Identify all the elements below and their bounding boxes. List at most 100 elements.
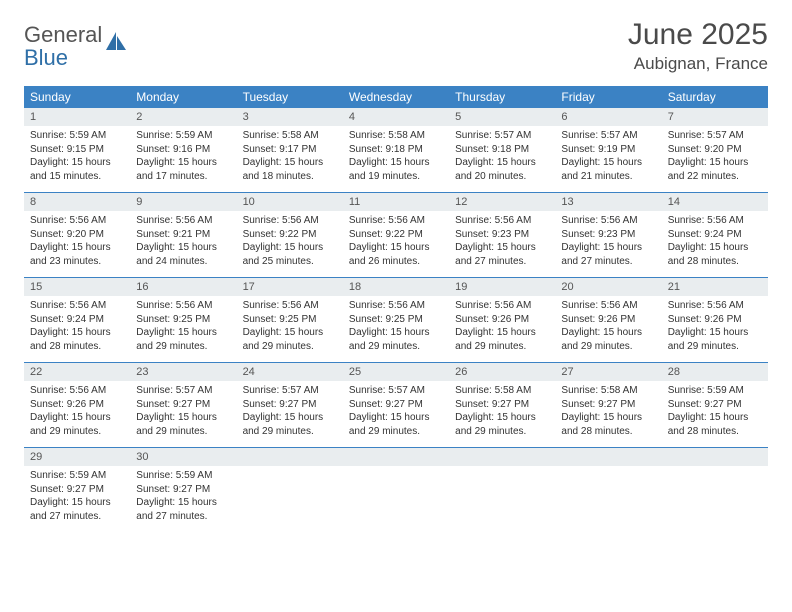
day-content: Sunrise: 5:59 AMSunset: 9:15 PMDaylight:…	[24, 126, 130, 189]
weekday-header-row: Sunday Monday Tuesday Wednesday Thursday…	[24, 86, 768, 108]
sunrise-text: Sunrise: 5:56 AM	[243, 214, 337, 228]
sunrise-text: Sunrise: 5:56 AM	[349, 299, 443, 313]
sunset-text: Sunset: 9:25 PM	[136, 313, 230, 327]
day-number: 21	[662, 278, 768, 296]
day-content: Sunrise: 5:58 AMSunset: 9:27 PMDaylight:…	[555, 381, 661, 444]
day-content: Sunrise: 5:56 AMSunset: 9:25 PMDaylight:…	[237, 296, 343, 359]
sunset-text: Sunset: 9:23 PM	[455, 228, 549, 242]
day-number: 30	[130, 448, 236, 466]
daylight-text: and 27 minutes.	[561, 255, 655, 269]
daylight-text: and 29 minutes.	[349, 425, 443, 439]
sunset-text: Sunset: 9:22 PM	[243, 228, 337, 242]
daylight-text: and 15 minutes.	[30, 170, 124, 184]
calendar-week: 22Sunrise: 5:56 AMSunset: 9:26 PMDayligh…	[24, 363, 768, 448]
daylight-text: and 21 minutes.	[561, 170, 655, 184]
day-cell: 19Sunrise: 5:56 AMSunset: 9:26 PMDayligh…	[449, 278, 555, 362]
daylight-text: Daylight: 15 hours	[349, 326, 443, 340]
daylight-text: Daylight: 15 hours	[349, 156, 443, 170]
weekday-header: Saturday	[662, 86, 768, 108]
day-cell	[662, 448, 768, 532]
sunset-text: Sunset: 9:17 PM	[243, 143, 337, 157]
daylight-text: Daylight: 15 hours	[668, 411, 762, 425]
daylight-text: Daylight: 15 hours	[30, 496, 124, 510]
sunrise-text: Sunrise: 5:57 AM	[136, 384, 230, 398]
day-cell: 4Sunrise: 5:58 AMSunset: 9:18 PMDaylight…	[343, 108, 449, 192]
day-cell	[237, 448, 343, 532]
sunrise-text: Sunrise: 5:58 AM	[561, 384, 655, 398]
day-cell: 30Sunrise: 5:59 AMSunset: 9:27 PMDayligh…	[130, 448, 236, 532]
sunset-text: Sunset: 9:27 PM	[668, 398, 762, 412]
day-content: Sunrise: 5:57 AMSunset: 9:19 PMDaylight:…	[555, 126, 661, 189]
sunset-text: Sunset: 9:26 PM	[668, 313, 762, 327]
sunset-text: Sunset: 9:16 PM	[136, 143, 230, 157]
daylight-text: Daylight: 15 hours	[136, 156, 230, 170]
sunset-text: Sunset: 9:27 PM	[455, 398, 549, 412]
day-cell: 9Sunrise: 5:56 AMSunset: 9:21 PMDaylight…	[130, 193, 236, 277]
daylight-text: Daylight: 15 hours	[561, 411, 655, 425]
day-content: Sunrise: 5:57 AMSunset: 9:27 PMDaylight:…	[343, 381, 449, 444]
day-cell	[343, 448, 449, 532]
calendar-week: 15Sunrise: 5:56 AMSunset: 9:24 PMDayligh…	[24, 278, 768, 363]
daylight-text: Daylight: 15 hours	[455, 326, 549, 340]
day-number: 8	[24, 193, 130, 211]
day-number: 14	[662, 193, 768, 211]
day-content	[343, 466, 449, 526]
day-number: 1	[24, 108, 130, 126]
sunset-text: Sunset: 9:18 PM	[455, 143, 549, 157]
day-cell: 11Sunrise: 5:56 AMSunset: 9:22 PMDayligh…	[343, 193, 449, 277]
day-number: 3	[237, 108, 343, 126]
day-cell: 14Sunrise: 5:56 AMSunset: 9:24 PMDayligh…	[662, 193, 768, 277]
day-content: Sunrise: 5:56 AMSunset: 9:25 PMDaylight:…	[343, 296, 449, 359]
day-number: 27	[555, 363, 661, 381]
daylight-text: and 29 minutes.	[243, 340, 337, 354]
location: Aubignan, France	[628, 54, 768, 74]
day-cell: 27Sunrise: 5:58 AMSunset: 9:27 PMDayligh…	[555, 363, 661, 447]
sunset-text: Sunset: 9:27 PM	[136, 398, 230, 412]
sunrise-text: Sunrise: 5:56 AM	[30, 384, 124, 398]
day-cell: 24Sunrise: 5:57 AMSunset: 9:27 PMDayligh…	[237, 363, 343, 447]
daylight-text: and 26 minutes.	[349, 255, 443, 269]
daylight-text: and 22 minutes.	[668, 170, 762, 184]
day-number: 24	[237, 363, 343, 381]
daylight-text: Daylight: 15 hours	[668, 326, 762, 340]
sunrise-text: Sunrise: 5:56 AM	[136, 214, 230, 228]
sunrise-text: Sunrise: 5:59 AM	[30, 469, 124, 483]
daylight-text: and 23 minutes.	[30, 255, 124, 269]
logo-word-1: General	[24, 22, 102, 47]
day-content: Sunrise: 5:56 AMSunset: 9:26 PMDaylight:…	[662, 296, 768, 359]
daylight-text: Daylight: 15 hours	[668, 241, 762, 255]
daylight-text: Daylight: 15 hours	[136, 241, 230, 255]
daylight-text: and 29 minutes.	[561, 340, 655, 354]
day-content: Sunrise: 5:57 AMSunset: 9:20 PMDaylight:…	[662, 126, 768, 189]
daylight-text: and 17 minutes.	[136, 170, 230, 184]
sunset-text: Sunset: 9:27 PM	[136, 483, 230, 497]
calendar: Sunday Monday Tuesday Wednesday Thursday…	[24, 86, 768, 532]
calendar-week: 1Sunrise: 5:59 AMSunset: 9:15 PMDaylight…	[24, 108, 768, 193]
daylight-text: Daylight: 15 hours	[349, 411, 443, 425]
daylight-text: and 29 minutes.	[455, 425, 549, 439]
sunrise-text: Sunrise: 5:56 AM	[668, 214, 762, 228]
sail-icon	[106, 32, 128, 57]
daylight-text: and 28 minutes.	[30, 340, 124, 354]
daylight-text: and 27 minutes.	[455, 255, 549, 269]
sunset-text: Sunset: 9:25 PM	[243, 313, 337, 327]
day-number: 13	[555, 193, 661, 211]
header: General Blue June 2025 Aubignan, France	[24, 18, 768, 74]
day-cell: 7Sunrise: 5:57 AMSunset: 9:20 PMDaylight…	[662, 108, 768, 192]
daylight-text: and 27 minutes.	[30, 510, 124, 524]
day-content: Sunrise: 5:57 AMSunset: 9:27 PMDaylight:…	[130, 381, 236, 444]
sunrise-text: Sunrise: 5:56 AM	[668, 299, 762, 313]
sunrise-text: Sunrise: 5:56 AM	[30, 214, 124, 228]
daylight-text: and 20 minutes.	[455, 170, 549, 184]
sunset-text: Sunset: 9:24 PM	[30, 313, 124, 327]
day-number: 28	[662, 363, 768, 381]
sunrise-text: Sunrise: 5:59 AM	[668, 384, 762, 398]
day-content: Sunrise: 5:56 AMSunset: 9:24 PMDaylight:…	[24, 296, 130, 359]
day-cell: 18Sunrise: 5:56 AMSunset: 9:25 PMDayligh…	[343, 278, 449, 362]
sunrise-text: Sunrise: 5:56 AM	[561, 214, 655, 228]
daylight-text: and 29 minutes.	[136, 340, 230, 354]
day-content: Sunrise: 5:57 AMSunset: 9:18 PMDaylight:…	[449, 126, 555, 189]
day-cell: 12Sunrise: 5:56 AMSunset: 9:23 PMDayligh…	[449, 193, 555, 277]
sunset-text: Sunset: 9:21 PM	[136, 228, 230, 242]
sunrise-text: Sunrise: 5:57 AM	[561, 129, 655, 143]
